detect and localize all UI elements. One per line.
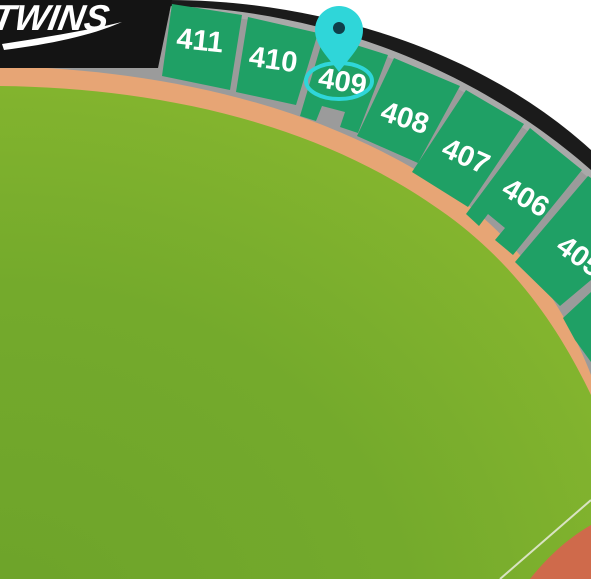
section-406[interactable]: 406 (466, 128, 582, 255)
section-410[interactable]: 410 (236, 17, 318, 105)
section-label: 410 (247, 41, 299, 79)
infield-dirt (530, 525, 591, 579)
location-pin-hole (333, 22, 345, 34)
section-405[interactable]: 405 (515, 176, 591, 306)
section-404[interactable] (563, 292, 591, 362)
section-408[interactable]: 408 (357, 58, 460, 163)
section-411[interactable]: 411 (162, 4, 242, 90)
twins-logo-swoosh (2, 22, 122, 50)
twins-logo-text: TWINS (0, 0, 112, 38)
section-407[interactable]: 407 (412, 90, 524, 207)
location-pin-icon (315, 6, 363, 72)
outfield-grass (0, 86, 591, 579)
selected-section-marker (304, 6, 374, 101)
section-label: 411 (175, 23, 225, 60)
foul-line (499, 499, 591, 579)
